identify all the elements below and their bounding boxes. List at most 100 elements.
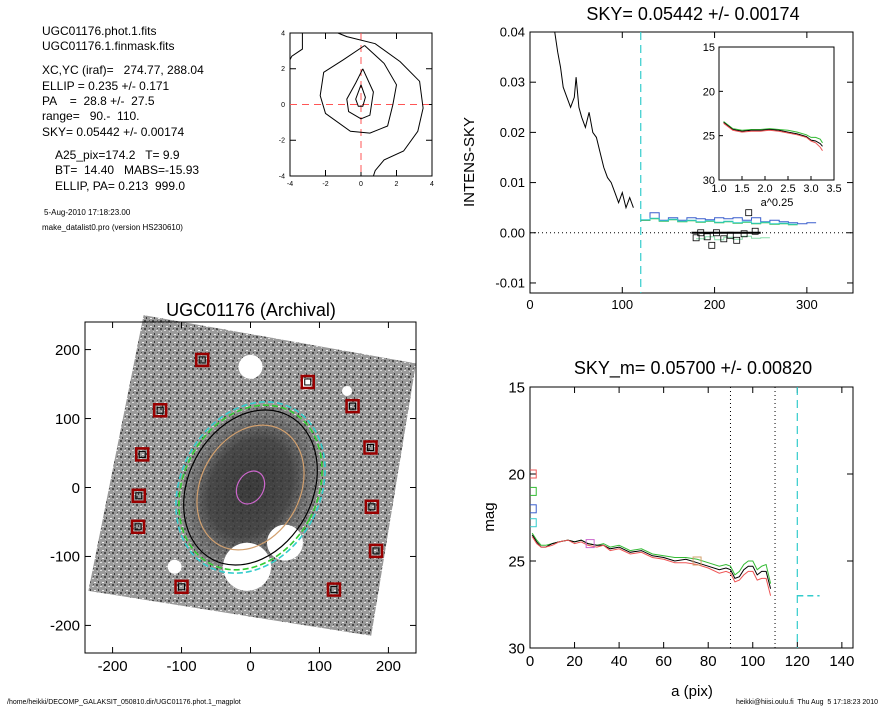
contour-ytick-label: -2 (279, 138, 285, 145)
image-ytick-label: 0 (72, 480, 80, 497)
sky-box-5 (363, 440, 378, 455)
contour-xtick-label: -4 (287, 181, 293, 188)
isophote-ellipse-0 (235, 470, 266, 505)
magprof-ytick-label: 30 (508, 640, 525, 657)
image-ytick-label: -100 (50, 549, 80, 566)
sky-box-inner-0 (198, 356, 206, 364)
inset-xtick-label: 3.0 (803, 183, 818, 195)
info-pa: PA = 28.8 +/- 27.5 (42, 94, 155, 108)
sky-box-2 (152, 403, 168, 418)
contour-ytick-label: 2 (281, 66, 285, 73)
inset-xtick-label: 2.5 (780, 183, 795, 195)
magprof-ytick-label: 15 (508, 379, 525, 396)
inset-profile-series-1 (723, 122, 823, 147)
magprof-xtick-label: 80 (700, 653, 717, 670)
contour-plot: -4 -2 0 2 4 -4 -2 0 2 4 (279, 30, 434, 188)
intens-xtick-label: 0 (526, 297, 533, 312)
contour-xtick-label: 0 (359, 181, 363, 188)
magprof-xtick-label: 40 (611, 653, 628, 670)
intens-data-area (530, 32, 853, 293)
inset-xtick-label: 1.0 (711, 183, 726, 195)
contour-level-1 (346, 68, 374, 120)
inset-xtick-label: 3.5 (826, 183, 841, 195)
intens-frame (529, 31, 854, 294)
contour-ytick-label: 0 (281, 102, 285, 109)
contour-level-0 (355, 84, 366, 107)
intens-ytick-label: 0.00 (500, 225, 525, 240)
intens-ytick-label: 0.02 (500, 125, 525, 140)
intens-sky-step-series-3 (640, 217, 798, 225)
info-range: range= 90.- 110. (42, 109, 140, 123)
magprof-xtick-label: 100 (740, 653, 765, 670)
masked-star-2 (238, 354, 263, 379)
inset-profile-series-0 (723, 121, 823, 144)
sky-box-0 (194, 352, 210, 368)
sky-box-inner-4 (138, 450, 146, 458)
contour-xtick-label: 2 (395, 181, 399, 188)
inset-ytick-label: 20 (703, 86, 715, 98)
inset-ytick-label: 15 (703, 42, 715, 54)
mag-profile-plot: 0 20 40 60 80 100 120 140 15 20 25 30 (508, 379, 854, 670)
footer-path: /home/heikki/DECOMP_GALAKSIT_050810.dir/… (7, 699, 241, 706)
image-ytick-label: 200 (55, 342, 80, 359)
intens-ytick-label: 0.03 (500, 75, 525, 90)
intens-ytick-label: -0.01 (495, 276, 525, 291)
contour-level-3 (337, 32, 424, 177)
inset-ytick-label: 25 (703, 131, 715, 143)
inset-data-area (723, 121, 823, 151)
image-xtick-label: 0 (246, 658, 254, 675)
info-program: make_datalist0.pro (version HS230610) (42, 223, 183, 232)
magprof-marker-5 (692, 556, 702, 566)
info-center: XC,YC (iraf)= 274.77, 288.04 (42, 63, 204, 77)
magprof-marker-0 (530, 469, 537, 479)
sky-box-4 (134, 447, 150, 462)
inset-xlabel: a^0.25 (761, 197, 794, 209)
image-xtick-label: -200 (98, 658, 128, 675)
intens-sky-square (745, 209, 753, 217)
inset-ytick-label: 30 (703, 175, 715, 187)
info-a25: A25_pix=174.2 T= 9.9 (55, 148, 180, 162)
magprof-title: SKY_m= 0.05700 +/- 0.00820 (574, 358, 812, 379)
image-ytick-label: 100 (55, 411, 80, 428)
intens-sky-square (708, 241, 716, 249)
contour-level-2 (319, 45, 398, 134)
magprof-frame (529, 386, 854, 649)
info-maskname: UGC01176.1.finmask.fits (42, 39, 175, 53)
sky-box-9 (368, 543, 384, 559)
contour-ytick-label: -4 (279, 173, 285, 180)
magprof-ytick-label: 20 (508, 466, 525, 483)
contour-ytick-label: 4 (281, 30, 285, 37)
info-ellip: ELLIP = 0.235 +/- 0.171 (42, 79, 170, 93)
sky-box-inner-5 (366, 444, 374, 452)
isophote-ellipse-3 (178, 404, 323, 571)
footer-user: heikki@hiisi.oulu.fi Thu Aug 5 17:18:23 … (736, 699, 878, 706)
image-xtick-label: 200 (376, 658, 401, 675)
masked-star-5 (342, 385, 353, 396)
intens-sky-square (740, 230, 748, 238)
intens-sky-square (703, 233, 711, 241)
masked-star-0 (223, 542, 272, 591)
image-xtick-label: 100 (307, 658, 332, 675)
sky-box-inner-2 (156, 406, 164, 414)
sky-box-3 (345, 398, 360, 414)
inset-profile-series-2 (723, 122, 823, 151)
intens-sky-square (733, 236, 741, 244)
image-xtick-label: -100 (167, 658, 197, 675)
magprof-xtick-label: 140 (829, 653, 854, 670)
inset-xtick-label: 1.5 (734, 183, 749, 195)
intens-sky-square (720, 235, 728, 243)
sky-box-inner-8 (134, 523, 142, 531)
sky-box-inner-3 (349, 402, 357, 410)
inset-xtick-label: 2.0 (757, 183, 772, 195)
magprof-data-area (530, 387, 820, 648)
intens-xtick-label: 100 (611, 297, 633, 312)
magprof-marker-4 (585, 539, 595, 549)
info-timestamp: 5-Aug-2010 17:18:23.00 (44, 208, 131, 217)
contour-xtick-label: 4 (430, 181, 434, 188)
info-sky: SKY= 0.05442 +/- 0.00174 (42, 125, 184, 139)
magprof-ytick-label: 25 (508, 553, 525, 570)
image-title: UGC01176 (Archival) (166, 300, 336, 320)
sky-box-inner-9 (372, 547, 380, 555)
intens-title: SKY= 0.05442 +/- 0.00174 (586, 4, 799, 24)
info-block: UGC01176.phot.1.fits UGC01176.1.finmask.… (42, 24, 204, 232)
